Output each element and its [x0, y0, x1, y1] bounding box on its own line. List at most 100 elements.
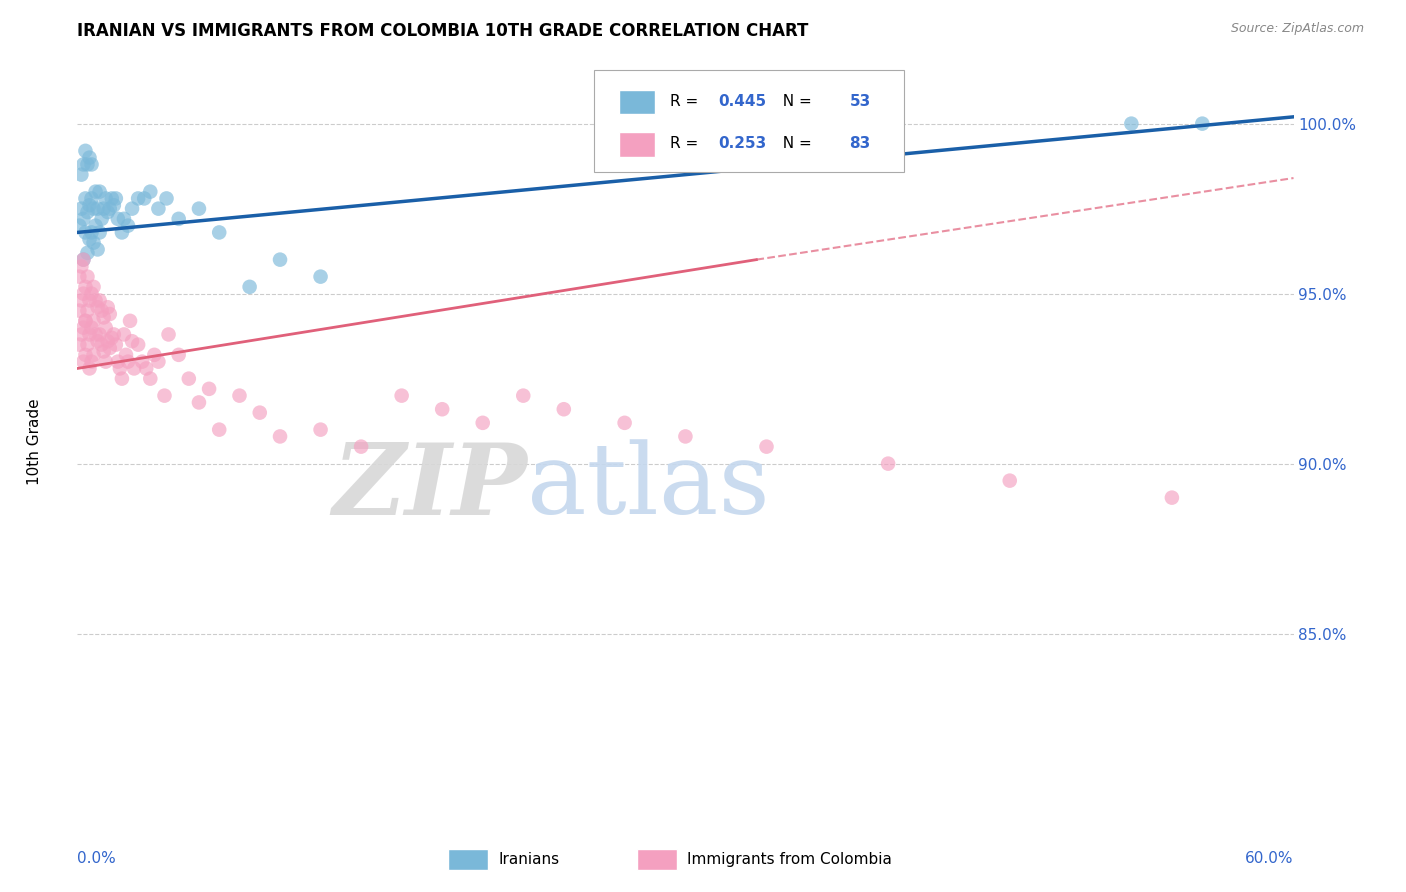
Point [228, 389, 250, 403]
Point [84, 185, 107, 199]
Point [167, 211, 190, 226]
Point [89, 226, 111, 240]
Point [148, 202, 170, 216]
Point [72, 354, 94, 368]
Text: R =: R = [669, 94, 703, 109]
Point [98, 307, 121, 321]
Point [84, 327, 107, 342]
Point [153, 389, 176, 403]
Point [75, 314, 97, 328]
Text: N =: N = [773, 136, 817, 152]
Point [80, 286, 103, 301]
Point [80, 191, 103, 205]
Point [309, 269, 332, 284]
Point [837, 123, 859, 137]
Point [118, 314, 141, 328]
Point [98, 341, 121, 355]
Point [86, 300, 108, 314]
Point [83, 280, 105, 294]
Point [249, 406, 271, 420]
Point [79, 151, 101, 165]
Point [67, 219, 90, 233]
Point [101, 191, 124, 205]
Point [84, 219, 107, 233]
Point [86, 202, 108, 216]
Text: 60.0%: 60.0% [1246, 851, 1294, 866]
Point [269, 252, 291, 267]
Point [139, 371, 162, 385]
Point [94, 354, 117, 368]
Point [103, 198, 125, 212]
FancyBboxPatch shape [637, 848, 676, 870]
Point [80, 320, 103, 334]
Point [350, 440, 373, 454]
Point [198, 382, 221, 396]
Point [80, 157, 103, 171]
Point [239, 280, 262, 294]
Point [103, 327, 125, 342]
FancyBboxPatch shape [449, 848, 488, 870]
Point [471, 416, 494, 430]
Point [67, 337, 90, 351]
Point [93, 310, 115, 325]
Text: atlas: atlas [527, 439, 770, 535]
Point [76, 205, 98, 219]
FancyBboxPatch shape [619, 90, 655, 114]
Point [94, 320, 117, 334]
Point [111, 371, 134, 385]
Point [75, 314, 97, 328]
Point [79, 361, 101, 376]
Point [89, 327, 111, 342]
Point [70, 293, 93, 308]
Point [188, 202, 211, 216]
Point [127, 337, 149, 351]
Point [135, 361, 157, 376]
Point [121, 334, 143, 349]
Point [111, 226, 134, 240]
Point [208, 423, 231, 437]
Point [269, 429, 291, 443]
Point [76, 245, 98, 260]
Point [157, 327, 180, 342]
Point [89, 185, 111, 199]
Text: 53: 53 [849, 94, 870, 109]
Point [72, 252, 94, 267]
FancyBboxPatch shape [595, 70, 904, 172]
Point [76, 269, 98, 284]
Point [1161, 491, 1184, 505]
Point [93, 344, 115, 359]
Point [90, 337, 112, 351]
Point [122, 361, 145, 376]
Point [67, 303, 90, 318]
Point [112, 211, 135, 226]
Text: Immigrants from Colombia: Immigrants from Colombia [686, 852, 891, 867]
Point [309, 423, 332, 437]
Point [79, 198, 101, 212]
Point [208, 226, 231, 240]
Point [512, 389, 534, 403]
Text: 0.0%: 0.0% [77, 851, 117, 866]
Point [134, 191, 156, 205]
Point [83, 348, 105, 362]
Point [143, 348, 166, 362]
Text: Source: ZipAtlas.com: Source: ZipAtlas.com [1230, 22, 1364, 36]
Point [101, 331, 124, 345]
Text: R =: R = [669, 136, 703, 152]
Point [76, 337, 98, 351]
Point [104, 337, 127, 351]
Text: N =: N = [773, 94, 817, 109]
Point [86, 243, 108, 257]
Point [755, 440, 778, 454]
Point [83, 235, 105, 250]
Point [121, 202, 143, 216]
Point [613, 416, 636, 430]
Point [430, 402, 453, 417]
Point [1191, 117, 1213, 131]
Point [131, 354, 153, 368]
Point [86, 334, 108, 349]
Point [98, 202, 121, 216]
Point [75, 348, 97, 362]
Point [72, 320, 94, 334]
Point [139, 185, 162, 199]
Point [97, 334, 120, 349]
